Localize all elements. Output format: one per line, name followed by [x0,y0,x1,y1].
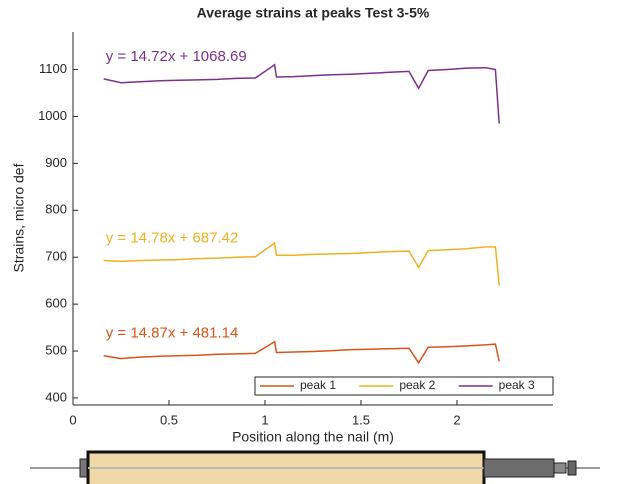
y-tick-label: 900 [45,155,67,170]
x-tick-label: 1.5 [352,412,370,427]
trendline-equation: y = 14.87x + 481.14 [106,325,239,342]
y-axis-label: Strains, micro def [11,163,27,272]
series-line [103,63,500,124]
y-tick-label: 500 [45,342,67,357]
x-tick-label: 0 [69,412,76,427]
chart-title: Average strains at peaks Test 3-5% [197,5,430,21]
nail-diagram [30,450,600,484]
y-tick-label: 800 [45,202,67,217]
legend-label: peak 2 [399,378,435,392]
series-line [103,340,500,365]
y-tick-label: 1100 [39,61,67,76]
y-tick-label: 1000 [38,108,67,123]
y-tick-label: 700 [45,249,67,264]
legend-label: peak 1 [300,378,336,392]
legend-label: peak 3 [499,378,535,392]
trendline-equation: y = 14.72x + 1068.69 [106,48,247,65]
series-line [103,241,500,286]
y-tick-label: 600 [45,296,67,311]
x-tick-label: 2 [453,412,460,427]
x-tick-label: 1 [261,412,268,427]
trendline-equation: y = 14.78x + 687.42 [106,229,239,246]
x-tick-label: 0.5 [160,412,178,427]
x-axis-label: Position along the nail (m) [232,429,394,445]
legend-box [254,376,554,396]
y-tick-label: 400 [45,389,67,404]
